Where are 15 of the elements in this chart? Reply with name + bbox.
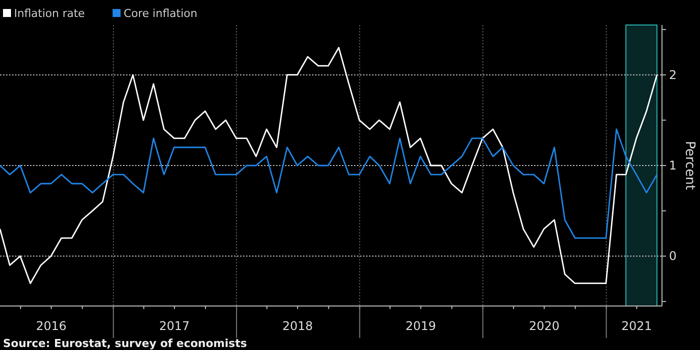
x-tick-label: 2018 bbox=[282, 319, 313, 333]
line-series bbox=[0, 46, 658, 284]
x-tick-label: 2021 bbox=[621, 319, 652, 333]
x-tick-label: 2017 bbox=[159, 319, 190, 333]
y-tick-label: 0 bbox=[669, 249, 677, 264]
source-note: Source: Eurostat, survey of economists bbox=[3, 337, 248, 350]
x-tick-label: 2016 bbox=[36, 319, 67, 333]
x-tick-label: 2019 bbox=[405, 319, 436, 333]
legend-label: Core inflation bbox=[124, 7, 198, 20]
y-axis-title: Percent bbox=[682, 141, 697, 190]
y-tick-label: 1 bbox=[669, 158, 677, 172]
y-tick-label: 2 bbox=[669, 68, 677, 82]
legend-label: Inflation rate bbox=[14, 7, 86, 20]
line-series bbox=[0, 128, 658, 239]
x-tick-label: 2020 bbox=[528, 319, 560, 333]
